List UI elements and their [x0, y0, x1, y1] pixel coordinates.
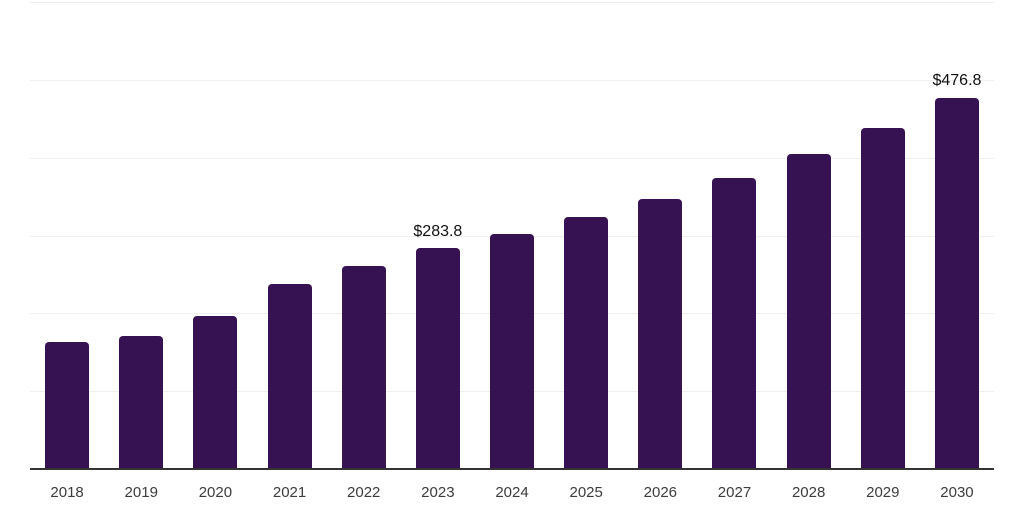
plot-area: $283.8 $476.8 — [30, 2, 994, 470]
x-tick-label-2029: 2029 — [866, 484, 900, 501]
x-tick-label-2024: 2024 — [495, 484, 529, 501]
bar-2025 — [564, 216, 609, 469]
bar-2029 — [860, 128, 905, 469]
bar-value-label-2030: $476.8 — [932, 72, 982, 90]
gridline-400 — [30, 157, 994, 159]
bar-2030 — [934, 97, 979, 469]
x-tick-label-2020: 2020 — [198, 484, 233, 501]
bars-row: $283.8 $476.8 — [30, 2, 994, 469]
bar-slot-2023: $283.8 — [401, 2, 475, 469]
bar-2023 — [415, 248, 460, 469]
x-tick-label-2019: 2019 — [124, 484, 158, 501]
bar-2027 — [712, 177, 757, 469]
bar-slot-2027 — [697, 2, 771, 469]
x-tick-label-2018: 2018 — [50, 484, 84, 501]
bar-slot-2021 — [252, 2, 326, 469]
bar-slot-2026 — [623, 2, 697, 469]
bar-slot-2028 — [772, 2, 846, 469]
x-tick-label-2022: 2022 — [347, 484, 381, 501]
bar-2020 — [193, 315, 238, 469]
bar-slot-2018 — [30, 2, 104, 469]
gridline-500 — [30, 79, 994, 81]
x-tick-label-2025: 2025 — [569, 484, 603, 501]
x-tick-label-2028: 2028 — [791, 484, 826, 501]
bar-2024 — [490, 234, 535, 469]
x-tick-label-2027: 2027 — [717, 484, 752, 501]
bar-2026 — [638, 199, 683, 469]
x-tick-label-2026: 2026 — [643, 484, 678, 501]
x-axis-ticks: 2018 2019 2020 2021 2022 2023 2024 2025 2026 2027… — [30, 484, 994, 501]
bar-slot-2020 — [178, 2, 252, 469]
x-tick-label-2023: 2023 — [421, 484, 455, 501]
bar-2022 — [341, 266, 386, 469]
bar-slot-2029 — [846, 2, 920, 469]
bar-slot-2019 — [104, 2, 178, 469]
x-tick-label-2030: 2030 — [940, 484, 974, 501]
bar-2021 — [267, 284, 312, 469]
bar-slot-2025 — [549, 2, 623, 469]
bar-slot-2022 — [327, 2, 401, 469]
x-axis-line — [30, 468, 994, 470]
bar-2019 — [119, 335, 164, 469]
bar-slot-2024 — [475, 2, 549, 469]
bar-2028 — [786, 154, 831, 469]
bar-2018 — [45, 342, 90, 469]
bar-slot-2030: $476.8 — [920, 2, 994, 469]
x-tick-label-2021: 2021 — [272, 484, 307, 501]
bar-value-label-2023: $283.8 — [413, 222, 463, 240]
gridline-600 — [30, 2, 994, 3]
